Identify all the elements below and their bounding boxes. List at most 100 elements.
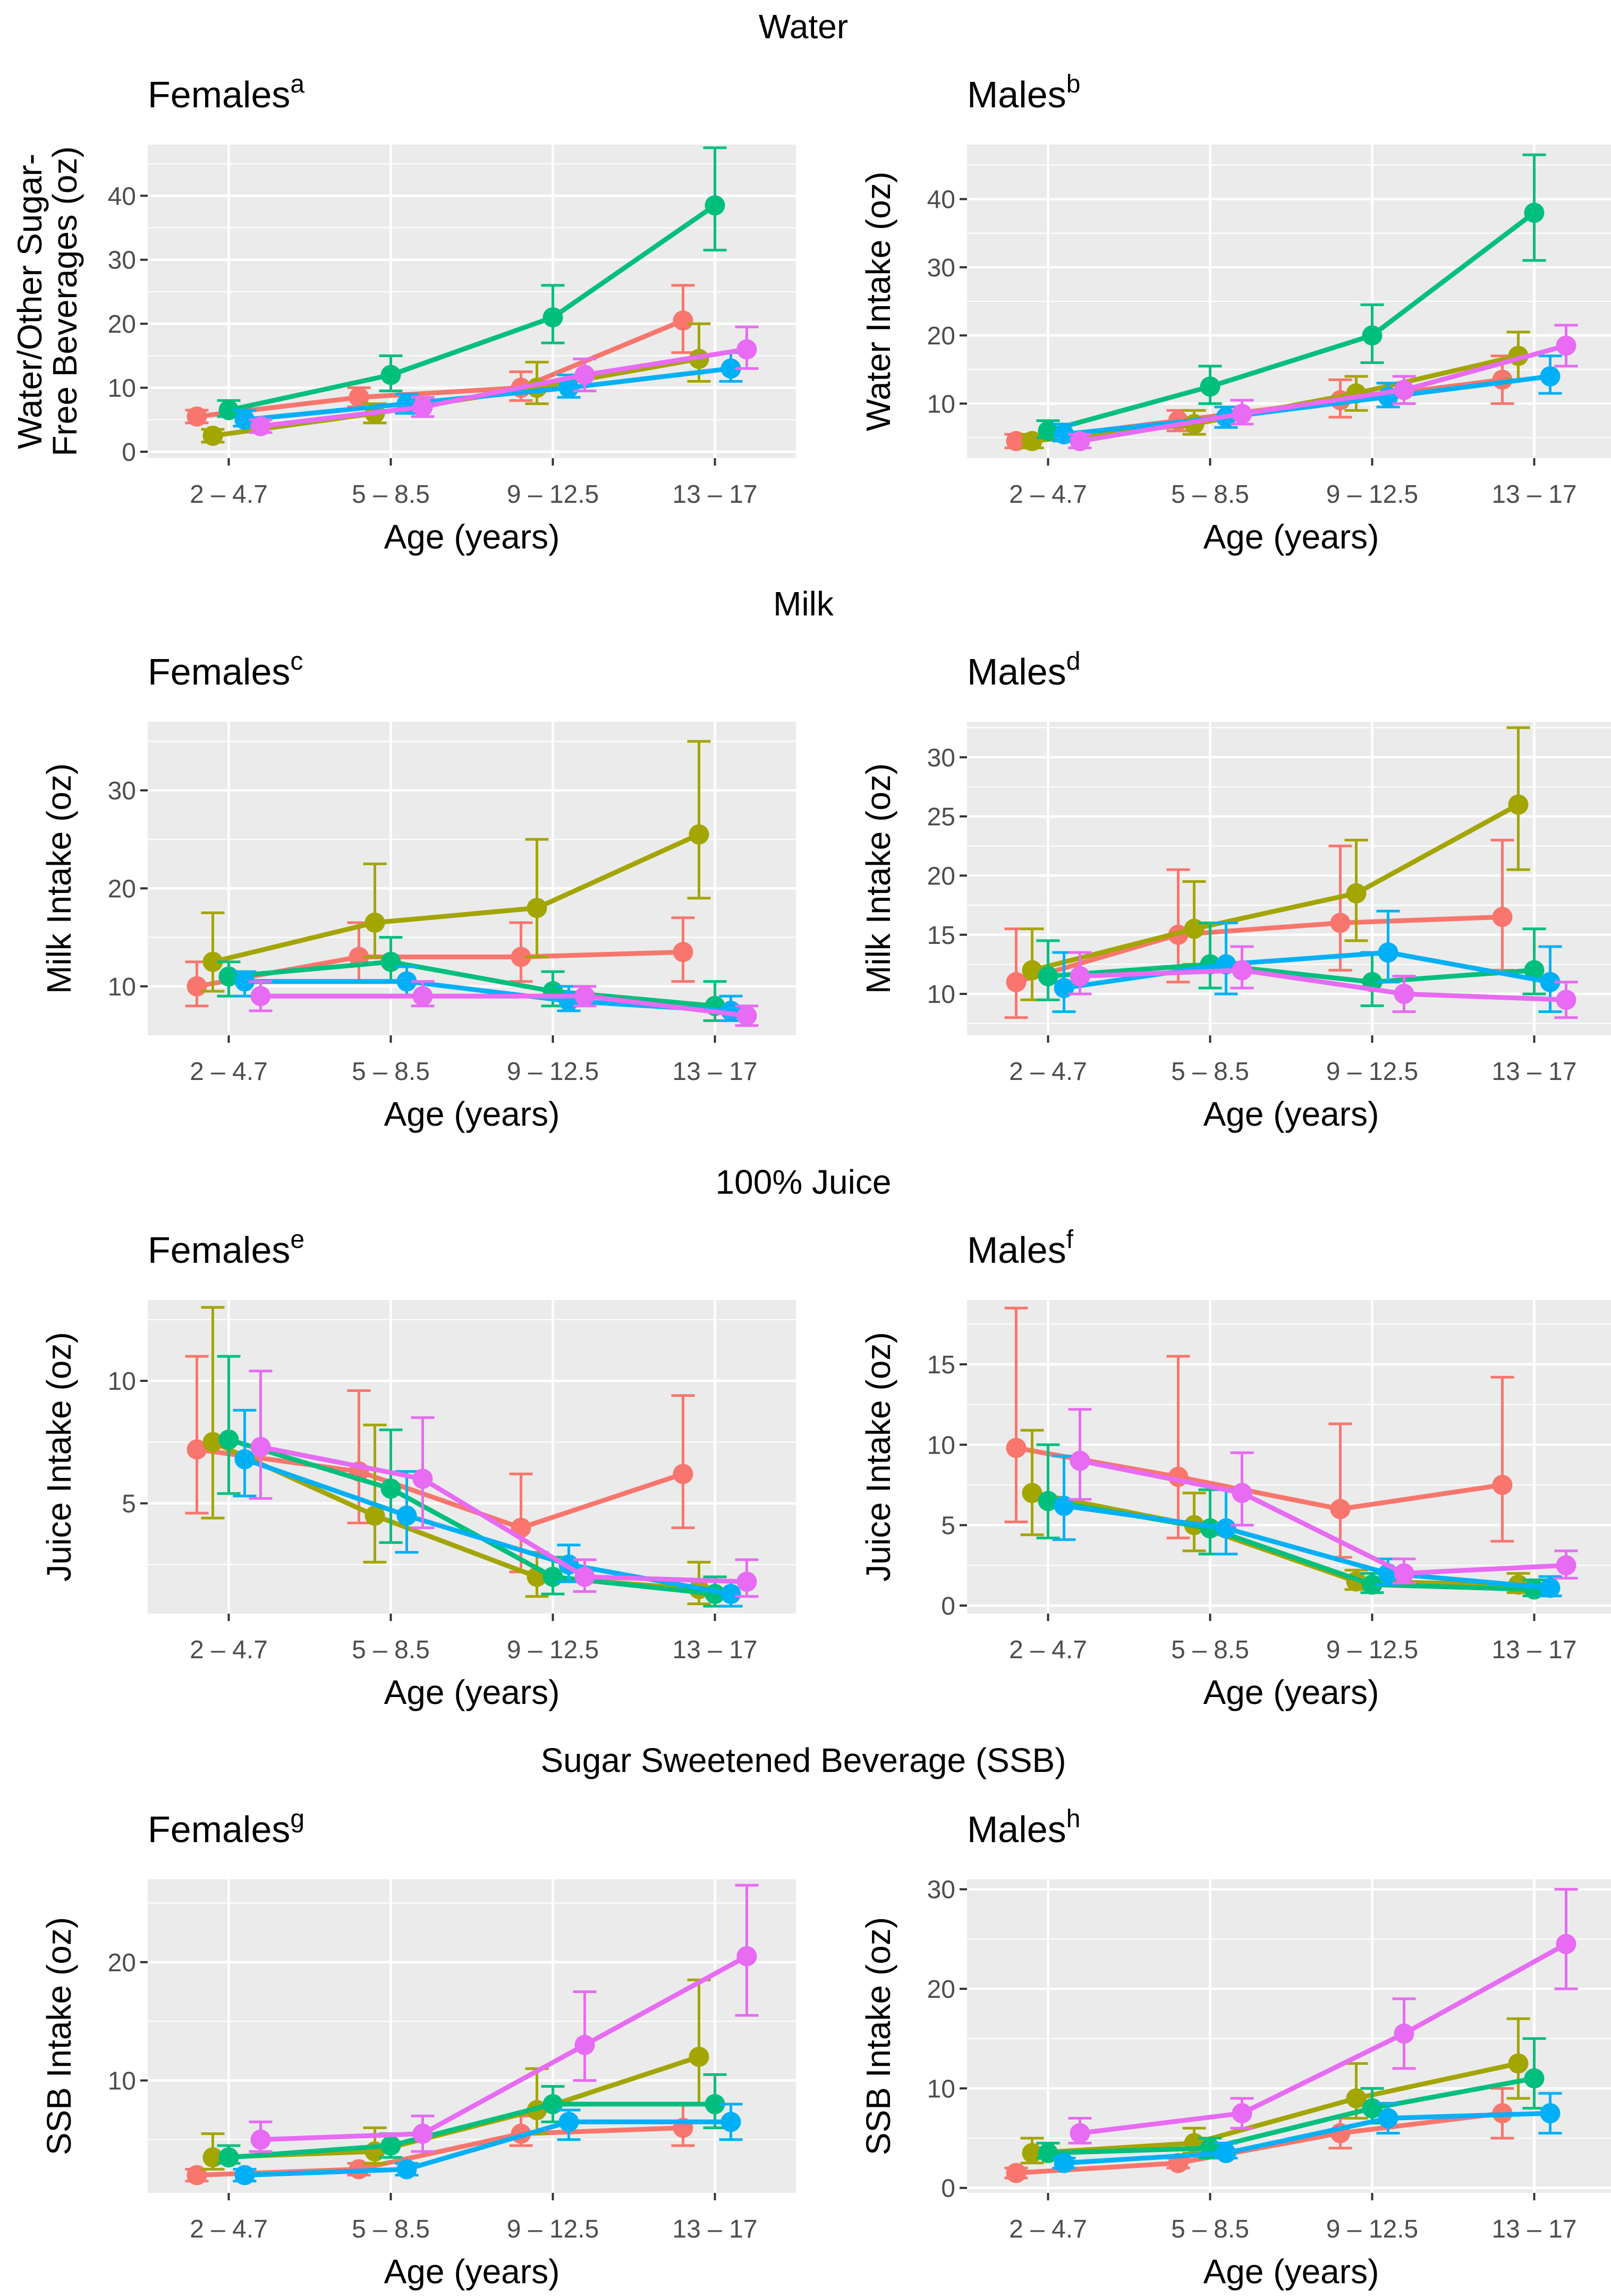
panel-ssb-males: 0 10 20 30 2 – 4.7 5 – 8.5 9 – 12.5 13 – 17 Male…: [859, 1805, 1611, 2291]
x-tick-label: 2 – 4.7: [1009, 480, 1087, 509]
panel-title: Femalesa: [148, 70, 304, 115]
data-point: [1006, 1438, 1027, 1458]
data-point: [1054, 2152, 1074, 2173]
data-point: [689, 2046, 709, 2067]
data-point: [1394, 1563, 1414, 1584]
y-axis-label: SSB Intake (oz): [859, 1917, 897, 2155]
data-point: [574, 365, 595, 385]
y-tick-label: 40: [108, 182, 136, 210]
x-tick-label: 9 – 12.5: [507, 1058, 599, 1086]
series-line: [228, 203, 717, 413]
panel-title-superscript: h: [1066, 1805, 1081, 1833]
data-point: [1330, 1499, 1351, 1520]
x-tick-label: 5 – 8.5: [1171, 2215, 1249, 2243]
y-axis-label: Milk Intake (oz): [859, 763, 897, 994]
data-point: [720, 2112, 741, 2132]
panel-title: Femalese: [148, 1226, 304, 1271]
panel-title-text: Males: [967, 1229, 1066, 1271]
x-tick-label: 9 – 12.5: [1326, 1058, 1418, 1086]
data-point: [1216, 1518, 1236, 1539]
panel-title-superscript: f: [1066, 1226, 1074, 1254]
data-point: [1378, 942, 1398, 963]
data-point: [380, 1478, 401, 1499]
x-axis-label: Age (years): [384, 1095, 560, 1133]
panel-title: Femalesg: [148, 1805, 304, 1850]
data-point: [1394, 2023, 1414, 2044]
x-tick-label: 9 – 12.5: [507, 480, 599, 509]
y-tick-label: 30: [108, 777, 136, 805]
y-tick-label: 15: [927, 1351, 955, 1379]
data-point: [1070, 966, 1090, 986]
data-point: [250, 416, 271, 436]
data-point: [250, 986, 271, 1007]
panel-title-text: Females: [148, 1229, 290, 1271]
data-point: [1362, 1574, 1383, 1595]
data-point: [396, 971, 417, 992]
data-point: [1006, 430, 1027, 451]
data-point: [1022, 960, 1042, 981]
data-point: [234, 1449, 255, 1470]
x-axis-label: Age (years): [1203, 518, 1379, 556]
x-axis-label: Age (years): [1203, 2252, 1379, 2291]
series-line: [1015, 914, 1503, 985]
x-axis-label: Age (years): [384, 2252, 560, 2291]
y-tick-label: 30: [927, 1876, 955, 1904]
series-line: [1079, 343, 1567, 444]
data-point: [186, 406, 207, 427]
x-tick-label: 5 – 8.5: [352, 2215, 430, 2243]
section-title-milk: Milk: [773, 585, 834, 623]
x-tick-label: 2 – 4.7: [1009, 1058, 1087, 1086]
y-tick-label: 25: [927, 803, 955, 831]
data-point: [202, 951, 223, 972]
data-point: [673, 1464, 693, 1484]
data-point: [1540, 972, 1561, 992]
x-tick-label: 5 – 8.5: [352, 1058, 430, 1086]
data-point: [736, 339, 757, 360]
x-tick-label: 9 – 12.5: [1326, 1636, 1418, 1664]
data-point: [1022, 430, 1042, 451]
x-tick-label: 13 – 17: [1491, 2215, 1576, 2243]
series-line: [228, 2101, 715, 2160]
panel-title-superscript: d: [1066, 647, 1081, 676]
data-point: [1508, 2053, 1529, 2074]
data-point: [364, 1505, 385, 1526]
data-point: [1038, 966, 1058, 986]
panel-title-text: Females: [148, 74, 290, 115]
data-point: [574, 986, 595, 1007]
data-point: [574, 2035, 595, 2055]
y-tick-label: 10: [927, 981, 955, 1009]
data-point: [364, 912, 385, 933]
data-point: [250, 2129, 271, 2150]
x-tick-label: 13 – 17: [672, 480, 757, 509]
y-tick-label: 10: [927, 2075, 955, 2103]
series-line: [196, 1447, 684, 1531]
plot-background: [967, 1879, 1611, 2193]
y-tick-label: 20: [927, 1976, 955, 2004]
series-line: [196, 318, 684, 419]
section-title-juice: 100% Juice: [716, 1163, 892, 1201]
data-point: [1006, 2163, 1027, 2183]
panel-title-superscript: e: [290, 1226, 304, 1254]
data-point: [1038, 1491, 1058, 1512]
y-axis-label: Water/Other Sugar-: [11, 154, 49, 449]
data-point: [1492, 907, 1513, 927]
y-tick-label: 0: [122, 438, 136, 467]
data-point: [1556, 1555, 1576, 1576]
data-point: [1330, 913, 1351, 933]
series-line: [1064, 2111, 1550, 2166]
data-point: [1492, 1474, 1513, 1495]
x-axis-label: Age (years): [384, 1673, 560, 1711]
data-point: [218, 1429, 239, 1450]
y-tick-label: 10: [927, 390, 955, 418]
data-point: [705, 195, 725, 216]
data-point: [234, 409, 255, 430]
y-tick-label: 30: [108, 247, 136, 275]
panel-ssb-females: 10 20 2 – 4.7 5 – 8.5 9 – 12.5 13 – 17 Females…: [40, 1805, 796, 2291]
data-point: [1508, 794, 1529, 815]
panel-title-text: Females: [148, 1809, 290, 1850]
x-axis-label: Age (years): [1203, 1095, 1379, 1133]
series-line: [260, 1445, 747, 1584]
x-tick-label: 9 – 12.5: [1326, 480, 1418, 509]
y-axis-label: Juice Intake (oz): [859, 1332, 897, 1582]
data-point: [673, 310, 693, 331]
